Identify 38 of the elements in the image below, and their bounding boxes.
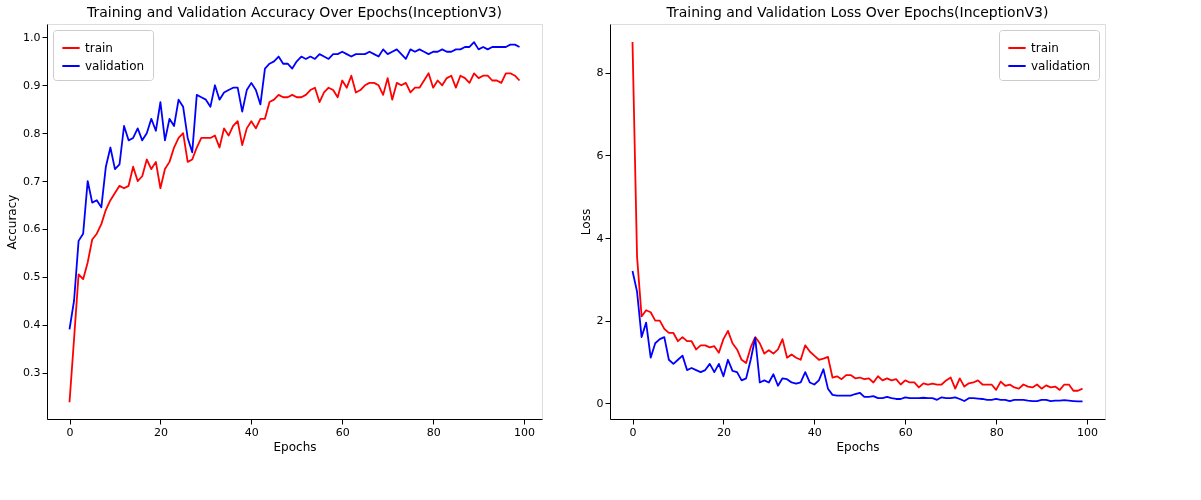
x-tick-label: 0 <box>66 425 74 439</box>
legend-label: train <box>1031 41 1059 55</box>
x-tick-label: 80 <box>426 425 441 439</box>
x-tick-label: 60 <box>898 425 913 439</box>
legend-label: validation <box>85 59 145 73</box>
x-axis-title: Epochs <box>273 439 317 454</box>
y-tick-label: 6 <box>596 148 604 162</box>
x-tick-label: 0 <box>629 425 637 439</box>
y-tick-label: 0.4 <box>23 318 41 332</box>
legend-label: train <box>85 41 113 55</box>
x-tick-label: 80 <box>989 425 1004 439</box>
line-series <box>631 270 1084 403</box>
line-series <box>68 72 521 404</box>
x-tick-label: 40 <box>807 425 822 439</box>
x-tick-label: 100 <box>514 425 536 439</box>
x-tick-label: 40 <box>244 425 259 439</box>
y-tick-label: 1.0 <box>23 30 41 44</box>
chart-title: Training and Validation Loss Over Epochs(InceptionV3) <box>665 4 1049 20</box>
y-tick-label: 0.7 <box>23 174 41 188</box>
x-tick-label: 100 <box>1077 425 1099 439</box>
y-tick-label: 0.8 <box>23 126 41 140</box>
x-tick-label: 60 <box>335 425 350 439</box>
y-tick-label: 0 <box>596 396 604 410</box>
y-tick-label: 0.3 <box>23 366 41 380</box>
y-tick-label: 8 <box>596 66 604 80</box>
y-tick-label: 2 <box>596 314 604 328</box>
line-series <box>68 41 521 331</box>
y-axis-title: Accuracy <box>5 194 20 250</box>
x-tick-label: 20 <box>716 425 731 439</box>
x-axis-title: Epochs <box>836 439 880 454</box>
y-tick-label: 0.9 <box>23 78 41 92</box>
y-tick-label: 0.5 <box>23 270 41 284</box>
chart-title: Training and Validation Accuracy Over Epochs(InceptionV3) <box>85 4 503 20</box>
y-axis-title: Loss <box>578 208 593 236</box>
x-tick-label: 20 <box>153 425 168 439</box>
legend-label: validation <box>1031 59 1091 73</box>
y-tick-label: 0.6 <box>23 222 41 236</box>
y-tick-label: 4 <box>596 231 604 245</box>
